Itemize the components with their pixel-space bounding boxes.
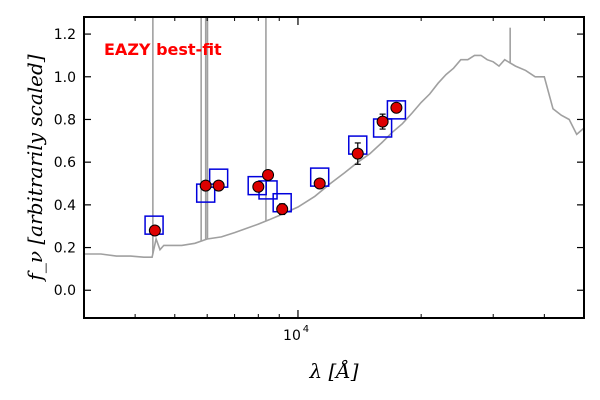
observed-flux-point xyxy=(212,179,225,192)
observed-flux-point xyxy=(262,168,275,181)
observed-flux-point xyxy=(313,177,326,190)
observed-flux-point xyxy=(148,224,161,237)
observed-flux-point xyxy=(199,179,212,192)
y-axis-label: f_ν [arbitrarily scaled] xyxy=(23,54,47,282)
observed-flux-point xyxy=(252,180,265,193)
observed-flux-point xyxy=(376,115,389,128)
x-tick-exponent: 4 xyxy=(303,324,309,335)
observed-flux-point xyxy=(390,101,403,114)
y-tick-label: 0.0 xyxy=(54,283,76,299)
plot-inner xyxy=(84,17,584,259)
y-tick-label: 0.4 xyxy=(54,198,76,214)
observed-flux-point xyxy=(276,203,289,216)
model-flux-box xyxy=(386,100,407,120)
x-tick-label: 10 xyxy=(283,328,301,344)
y-tick-label: 1.0 xyxy=(54,70,76,86)
chart-annotation: EAZY best-fit xyxy=(104,40,222,59)
y-tick-label: 0.6 xyxy=(54,155,76,171)
y-tick-label: 0.2 xyxy=(54,241,76,257)
plot-area xyxy=(84,17,584,259)
observed-flux-point xyxy=(351,147,364,160)
model-flux-box xyxy=(247,175,267,196)
x-axis-label: λ [Å] xyxy=(308,358,358,383)
y-tick-label: 1.2 xyxy=(54,27,76,43)
y-tick-label: 0.8 xyxy=(54,112,76,128)
plot-frame xyxy=(83,16,585,319)
axis-ticks: 0.0 0.2 0.4 0.6 0.8 1.0 1.2 10 4 xyxy=(54,17,584,344)
